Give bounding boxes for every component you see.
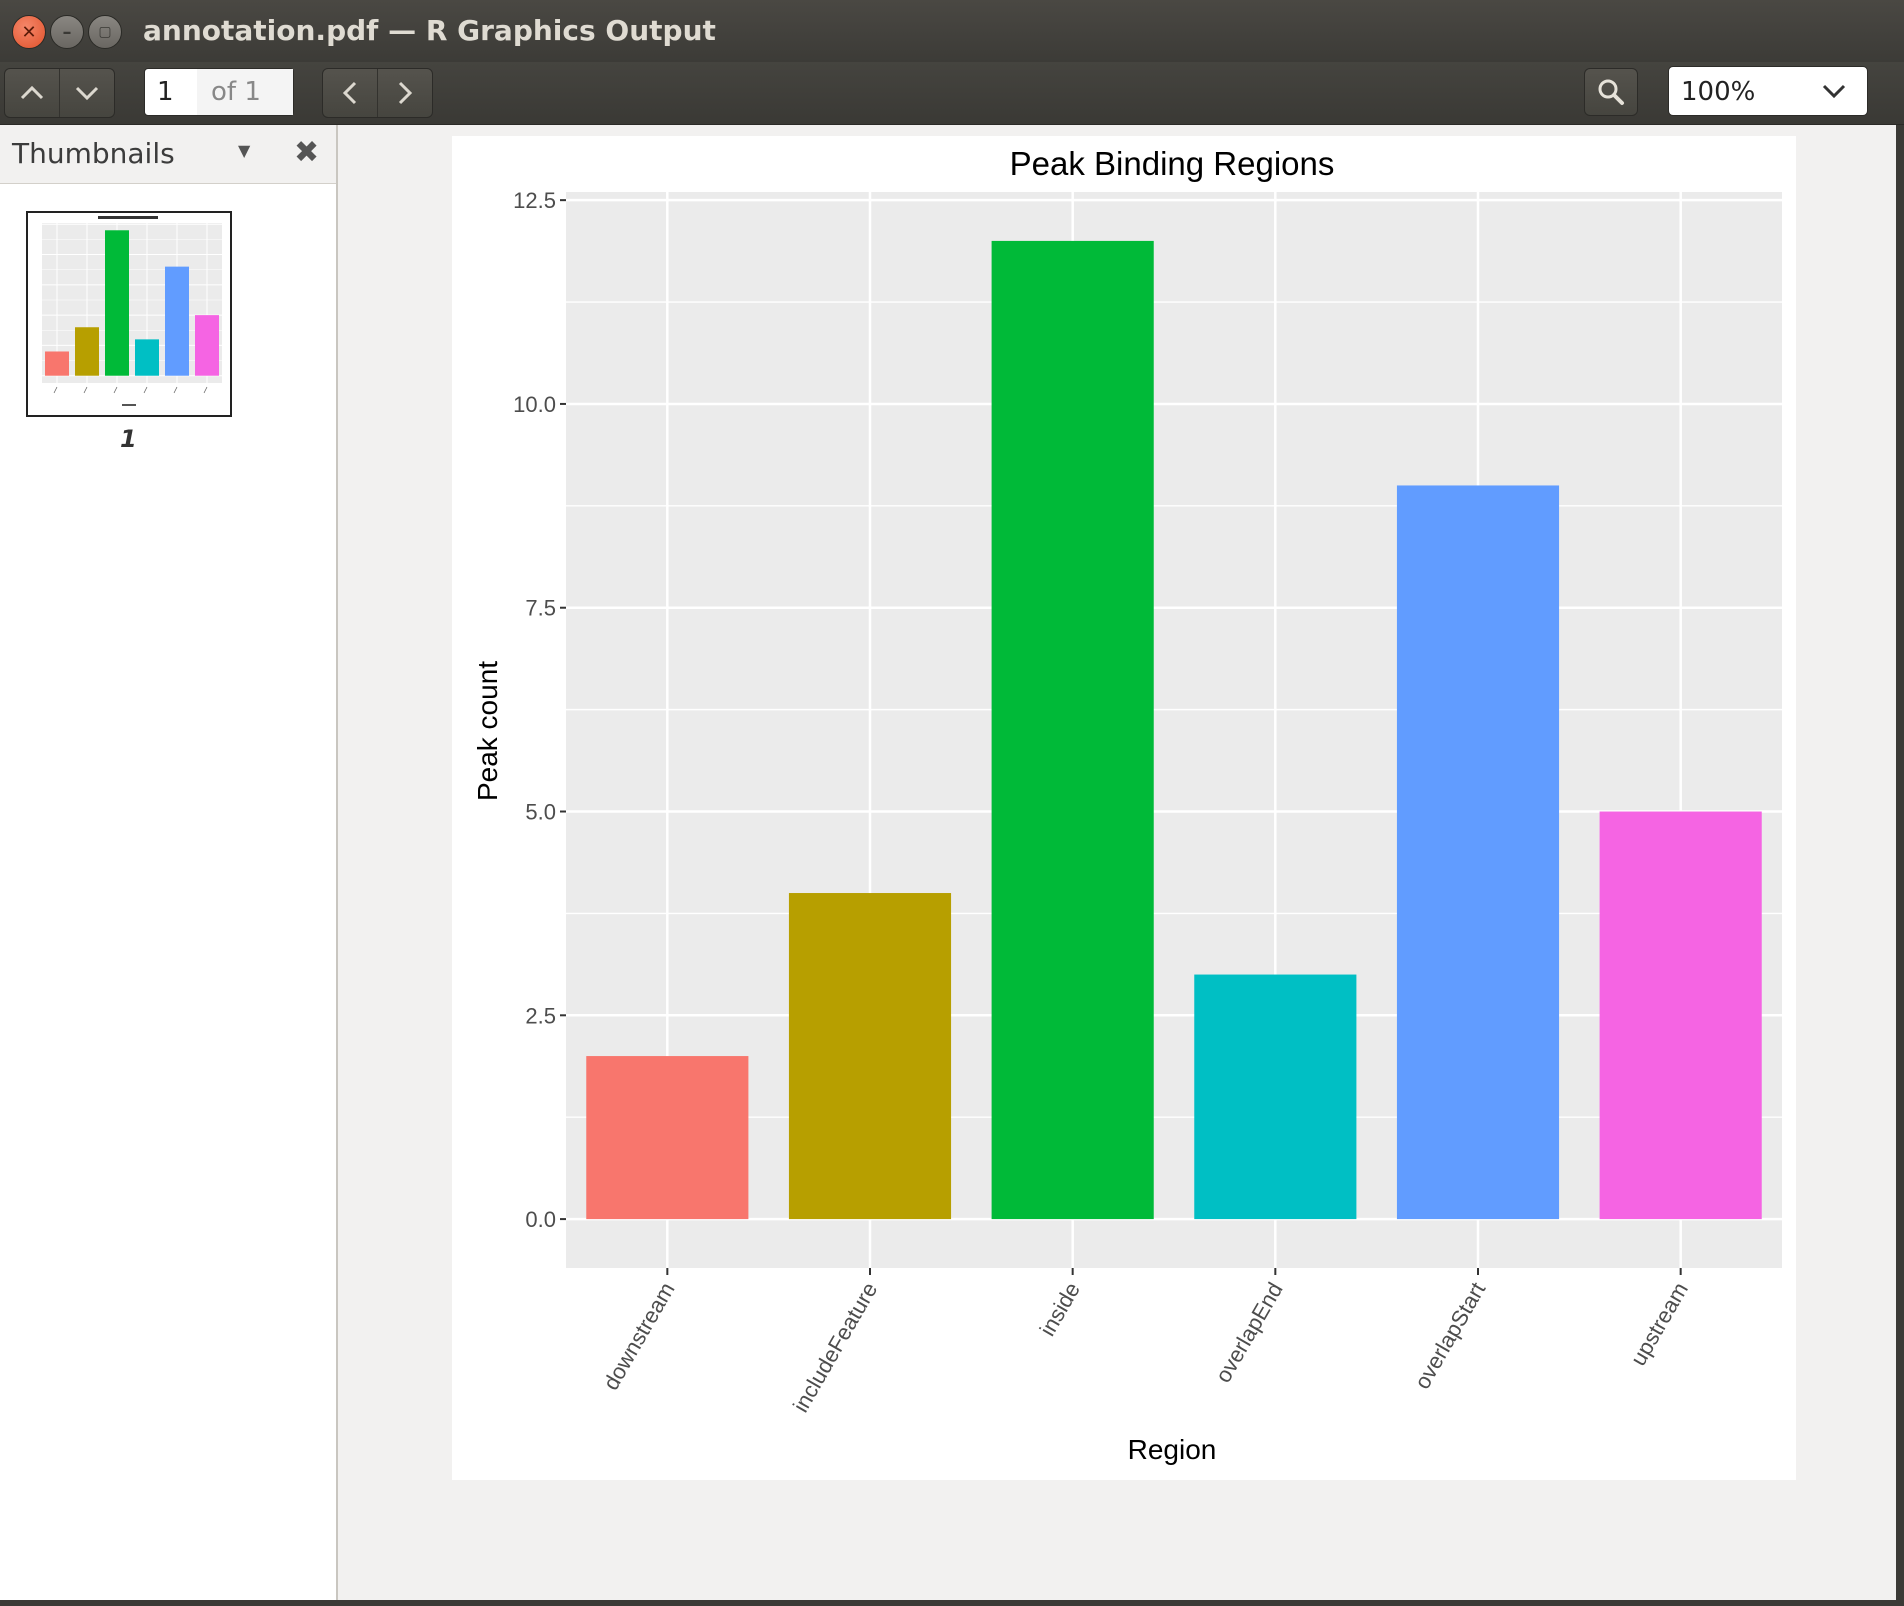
chevron-down-icon: [75, 86, 99, 101]
bar-inside: [991, 240, 1154, 1220]
y-tick-label: 7.5: [525, 596, 556, 621]
bar-upstream: [1599, 811, 1762, 1220]
page-nav-group: [4, 68, 115, 118]
y-tick-label: 12.5: [513, 188, 556, 213]
window-border: [1896, 125, 1904, 1606]
page-count-label: of 1: [197, 69, 293, 115]
history-nav-group: [322, 68, 433, 118]
forward-button[interactable]: [377, 69, 432, 117]
window-title: annotation.pdf — R Graphics Output: [143, 14, 716, 47]
y-tick-label: 5.0: [525, 800, 556, 825]
maximize-window-button[interactable]: ▢: [88, 15, 122, 49]
chevron-down-icon: [1821, 77, 1847, 107]
bar-downstream: [45, 351, 69, 376]
bar-downstream: [586, 1056, 749, 1220]
chevron-left-icon: [342, 81, 357, 105]
bar-overlapStart: [1396, 485, 1560, 1220]
thumbnails-sidebar: Thumbnails ▼ ✖ 1: [0, 125, 338, 1606]
thumbnail-page-number: 1: [120, 425, 137, 453]
chevron-right-icon: [398, 81, 413, 105]
previous-page-button[interactable]: [5, 69, 59, 117]
current-page-input[interactable]: 1: [157, 77, 174, 107]
minimize-icon: –: [62, 21, 72, 43]
thumbnail-chart: [42, 216, 222, 406]
x-tick-label: inside: [1035, 1278, 1085, 1340]
zoom-value: 100%: [1681, 77, 1756, 107]
x-tick-label: [83, 386, 88, 394]
close-sidebar-icon[interactable]: ✖: [294, 135, 320, 170]
bar-upstream: [195, 315, 219, 376]
x-tick-label: overlapEnd: [1210, 1278, 1287, 1387]
bar-includeFeature: [75, 327, 99, 376]
x-tick-label: [53, 386, 58, 394]
plot-panel: [566, 192, 1782, 1268]
y-tick-label: 0.0: [525, 1207, 556, 1232]
search-icon: [1598, 79, 1624, 105]
bar-chart: Peak Binding Regions Region Peak count 0…: [472, 145, 1782, 1465]
bar-inside: [105, 230, 129, 376]
thumbnail-xlabel: [122, 404, 136, 406]
maximize-icon: ▢: [98, 24, 112, 40]
minimize-window-button[interactable]: –: [50, 15, 84, 49]
bar-overlapStart: [165, 266, 189, 376]
zoom-select[interactable]: 100%: [1668, 66, 1868, 116]
x-tick-label: overlapStart: [1409, 1278, 1490, 1393]
x-tick-label: [143, 386, 148, 394]
close-icon: ✕: [21, 21, 37, 43]
plot-panel: [42, 223, 222, 383]
page-number-field[interactable]: 1 of 1: [144, 68, 294, 116]
page-thumbnail[interactable]: [26, 211, 232, 417]
bar-overlapEnd: [1194, 974, 1357, 1220]
x-tick-label: includeFeature: [788, 1278, 882, 1417]
y-tick-label: 10.0: [513, 392, 556, 417]
x-tick-label: [203, 386, 208, 394]
title-bar: ✕ – ▢ annotation.pdf — R Graphics Output: [0, 0, 1904, 62]
y-tick-label: 2.5: [525, 1003, 556, 1028]
thumbnail-title: [98, 216, 158, 219]
x-tick-label: [113, 386, 118, 394]
bar-overlapEnd: [135, 339, 159, 376]
close-window-button[interactable]: ✕: [12, 15, 46, 49]
chevron-up-icon: [20, 85, 44, 100]
back-button[interactable]: [323, 69, 377, 117]
sidebar-dropdown-icon[interactable]: ▼: [238, 141, 251, 160]
sidebar-title: Thumbnails: [12, 137, 175, 170]
x-tick-label: upstream: [1625, 1278, 1693, 1370]
y-axis-label: Peak count: [472, 661, 503, 801]
bar-includeFeature: [788, 893, 952, 1220]
search-button[interactable]: [1584, 68, 1638, 116]
window-border: [0, 1600, 1904, 1606]
pdf-page: Peak Binding Regions Region Peak count 0…: [452, 136, 1796, 1480]
x-tick-label: downstream: [598, 1278, 680, 1394]
x-axis-label: Region: [1128, 1434, 1217, 1465]
x-tick-label: [173, 386, 178, 394]
sidebar-header: Thumbnails ▼ ✖: [0, 125, 336, 184]
thumbnail-plot: [42, 216, 222, 406]
chart-title: Peak Binding Regions: [1010, 145, 1335, 182]
next-page-button[interactable]: [59, 69, 114, 117]
